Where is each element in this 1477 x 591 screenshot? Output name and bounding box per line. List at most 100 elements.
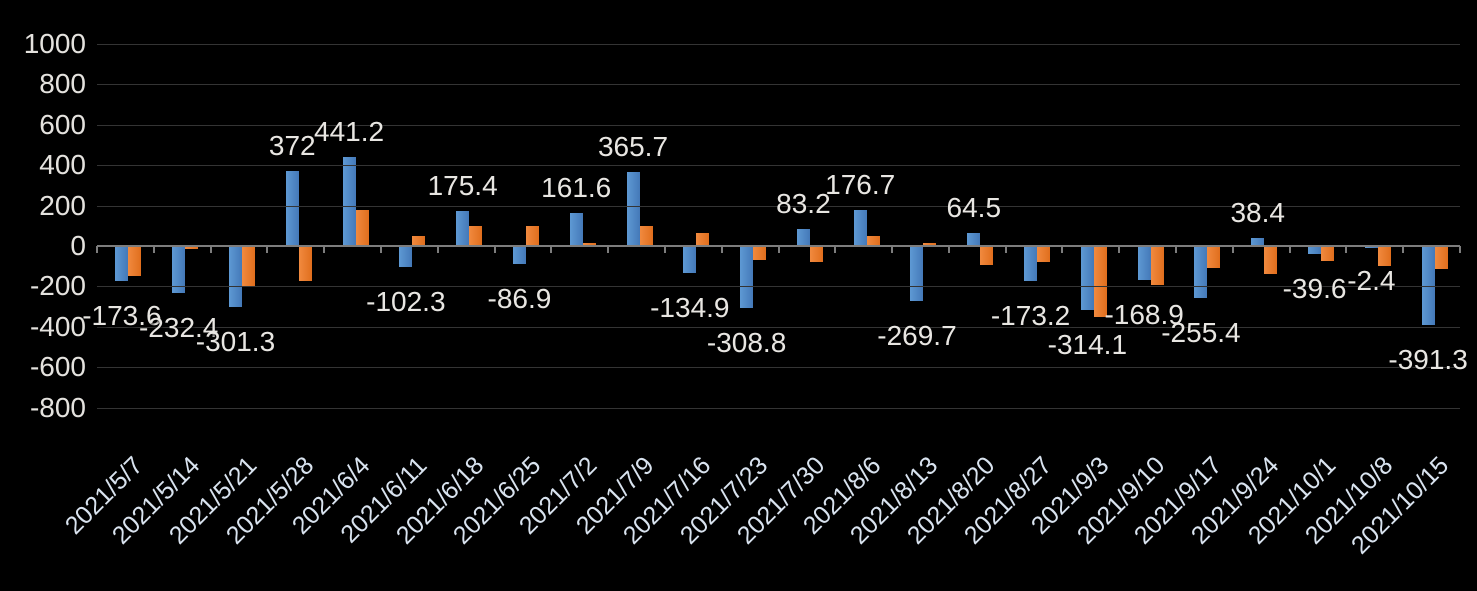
data-label: -102.3 — [366, 285, 446, 317]
bar-series1-blue-2021/6/4[interactable] — [342, 156, 356, 246]
bar-series1-blue-2021/6/18[interactable] — [456, 210, 470, 246]
x-axis-tick — [777, 246, 780, 253]
gridline — [97, 124, 1460, 126]
gridline — [97, 84, 1460, 86]
data-label: 38.4 — [1230, 197, 1285, 229]
data-label: -232.4 — [138, 311, 219, 343]
bar-series1-blue-2021/9/24[interactable] — [1251, 238, 1265, 246]
bar-series1-blue-2021/7/2[interactable] — [569, 213, 583, 246]
x-axis-tick — [1231, 246, 1234, 253]
bar-series2-orange-2021/5/7[interactable] — [128, 246, 142, 277]
bar-series2-orange-2021/7/30[interactable] — [809, 246, 823, 263]
data-label: -255.4 — [1161, 316, 1241, 348]
data-label: -308.8 — [706, 327, 787, 359]
bar-series2-orange-2021/9/24[interactable] — [1264, 246, 1278, 275]
bar-series1-blue-2021/8/20[interactable] — [967, 232, 981, 246]
bar-series2-orange-2021/7/2[interactable] — [582, 242, 596, 246]
x-axis-tick — [266, 246, 269, 253]
x-axis-tick — [834, 246, 837, 253]
bar-series2-orange-2021/6/11[interactable] — [412, 235, 426, 246]
bar-series1-blue-2021/5/14[interactable] — [172, 246, 186, 293]
bar-series2-orange-2021/9/17[interactable] — [1207, 246, 1221, 269]
x-axis-tick — [1345, 246, 1348, 253]
data-label: -134.9 — [650, 292, 730, 324]
y-axis-tick-label: 200 — [39, 189, 86, 221]
data-label: -173.6 — [82, 300, 162, 332]
gridline — [97, 407, 1460, 409]
bar-series2-orange-2021/9/10[interactable] — [1150, 246, 1164, 286]
x-axis-tick — [947, 246, 950, 253]
x-axis-tick — [663, 246, 666, 253]
y-axis-tick-label: -200 — [29, 270, 86, 302]
data-label: 161.6 — [541, 172, 612, 204]
bar-series1-blue-2021/5/28[interactable] — [285, 170, 299, 246]
data-label: -168.9 — [1104, 299, 1184, 331]
bar-series1-blue-2021/8/13[interactable] — [910, 246, 924, 301]
bar-series2-orange-2021/7/23[interactable] — [753, 246, 767, 261]
x-axis-tick — [1175, 246, 1178, 253]
bar-series1-blue-2021/10/15[interactable] — [1421, 246, 1435, 326]
bar-series1-blue-2021/7/9[interactable] — [626, 172, 640, 246]
data-label: 175.4 — [427, 169, 498, 201]
x-axis-tick — [607, 246, 610, 253]
bar-series1-blue-2021/8/6[interactable] — [853, 210, 867, 246]
bar-series1-blue-2021/5/7[interactable] — [115, 246, 129, 282]
bar-series1-blue-2021/9/10[interactable] — [1137, 246, 1151, 281]
x-axis-tick — [96, 246, 98, 253]
bar-series2-orange-2021/8/13[interactable] — [923, 242, 937, 246]
gridline — [97, 367, 1460, 369]
bar-series2-orange-2021/7/9[interactable] — [639, 225, 653, 246]
x-axis-tick — [436, 246, 439, 253]
bar-series2-orange-2021/9/3[interactable] — [1093, 246, 1107, 317]
bar-series2-orange-2021/8/6[interactable] — [866, 235, 880, 246]
bar-series1-blue-2021/9/17[interactable] — [1194, 246, 1208, 298]
bar-series2-orange-2021/6/4[interactable] — [355, 209, 369, 246]
x-axis-tick — [1402, 246, 1405, 253]
bar-series1-blue-2021/9/3[interactable] — [1080, 246, 1094, 310]
bar-series2-orange-2021/8/20[interactable] — [980, 246, 994, 266]
gridline — [97, 286, 1460, 288]
bar-series1-blue-2021/8/27[interactable] — [1024, 246, 1038, 282]
data-label: 365.7 — [597, 131, 669, 163]
y-axis-tick-label: -600 — [29, 351, 86, 383]
bar-series1-blue-2021/6/11[interactable] — [399, 246, 413, 267]
x-axis-tick — [379, 246, 382, 253]
x-axis-tick — [891, 246, 894, 253]
x-axis-tick — [209, 246, 212, 253]
bar-series2-orange-2021/5/21[interactable] — [241, 246, 255, 287]
bar-series1-blue-2021/7/23[interactable] — [740, 246, 754, 309]
x-axis-tick — [323, 246, 326, 253]
bar-series2-orange-2021/7/16[interactable] — [696, 232, 710, 246]
x-axis-tick — [550, 246, 553, 253]
bar-series2-orange-2021/6/18[interactable] — [469, 225, 483, 246]
data-label: -391.3 — [1388, 344, 1468, 376]
bar-series2-orange-2021/10/15[interactable] — [1434, 246, 1448, 270]
y-axis-tick-label: 0 — [70, 230, 86, 261]
data-label: -173.2 — [990, 300, 1071, 332]
y-axis-tick-label: -800 — [29, 391, 86, 423]
data-label: 441.2 — [314, 115, 385, 147]
y-axis-tick-label: 600 — [39, 108, 86, 140]
bar-series1-blue-2021/10/1[interactable] — [1308, 246, 1322, 254]
gridline — [97, 326, 1460, 328]
data-label: 372 — [268, 129, 316, 161]
bar-series2-orange-2021/8/27[interactable] — [1037, 246, 1051, 263]
data-label: -314.1 — [1047, 328, 1128, 360]
bar-series2-orange-2021/5/28[interactable] — [298, 246, 312, 282]
bar-series2-orange-2021/6/25[interactable] — [525, 225, 539, 246]
data-label: -269.7 — [877, 319, 957, 351]
bar-series1-blue-2021/5/21[interactable] — [228, 246, 242, 307]
bar-series1-blue-2021/7/16[interactable] — [683, 246, 697, 274]
bar-series2-orange-2021/10/8[interactable] — [1377, 246, 1391, 267]
data-label: 64.5 — [946, 191, 1002, 223]
bar-series2-orange-2021/10/1[interactable] — [1321, 246, 1335, 262]
gridline — [97, 205, 1460, 207]
bar-series1-blue-2021/6/25[interactable] — [512, 246, 526, 264]
x-axis-tick — [152, 246, 155, 253]
data-label: -301.3 — [195, 325, 276, 357]
bar-series1-blue-2021/7/30[interactable] — [796, 229, 810, 246]
bar-series2-orange-2021/5/14[interactable] — [185, 246, 199, 250]
data-label: -86.9 — [487, 282, 552, 314]
y-axis-tick-label: 400 — [39, 149, 86, 181]
gridline — [97, 165, 1460, 167]
